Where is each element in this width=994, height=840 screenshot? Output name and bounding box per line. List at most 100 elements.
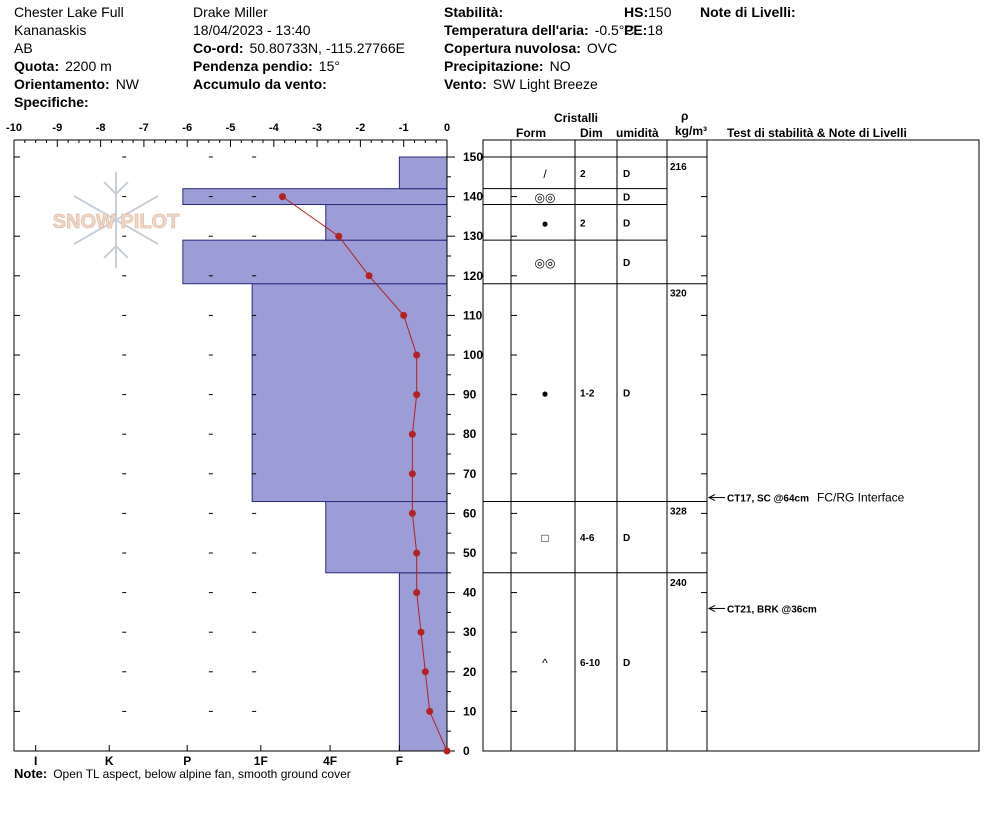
test-arrow-head [707, 604, 716, 612]
layer-notes-label: Note di Livelli: [700, 4, 796, 20]
height-tick-label: 150 [463, 150, 483, 164]
wind-loading-label: Accumulo da vento: [193, 76, 327, 92]
pe-value: 18 [647, 22, 663, 38]
province: AB [14, 40, 33, 56]
layer-moisture: D [623, 169, 630, 180]
layer-moisture: D [623, 658, 630, 669]
aspect-label: Orientamento: [14, 76, 110, 92]
col-tests: Test di stabilità & Note di Livelli [727, 126, 907, 140]
crystal-form: ● [541, 216, 548, 230]
pe-label: PE: [624, 22, 648, 38]
aspect-value: NW [115, 76, 140, 92]
density-value: 328 [670, 507, 687, 518]
hs: HS:150 [624, 4, 671, 20]
temperature-tick-label: -6 [182, 122, 192, 134]
col-rho: ρ [681, 109, 689, 123]
layer-moisture: D [623, 389, 630, 400]
temperature-point [413, 351, 421, 359]
note-text: Open TL aspect, below alpine fan, smooth… [53, 767, 351, 781]
crystal-size: 2 [580, 218, 586, 229]
cloud-value: OVC [586, 40, 618, 56]
hardness-bar [325, 204, 448, 241]
height-tick-label: 40 [463, 586, 477, 600]
density-value: 216 [670, 162, 687, 173]
temperature-tick-label: -9 [52, 122, 62, 134]
test-arrow-head [707, 494, 716, 502]
crystal-form: ^ [542, 656, 548, 670]
test-result: CT17, SC @64cm [727, 494, 809, 505]
col-dim: Dim [580, 126, 603, 140]
snowpilot-watermark: SNOW PILOT [52, 172, 180, 268]
test-note: FC/RG Interface [817, 491, 905, 505]
hardness-label: P [183, 754, 191, 768]
wind-value: SW Light Breeze [492, 76, 598, 92]
col-density-unit: kg/m³ [675, 124, 708, 138]
elevation-value: 2200 m [65, 58, 112, 74]
hardness-bar [182, 239, 448, 285]
coords-value: 50.80733N, -115.27766E [249, 40, 405, 56]
temperature-point [417, 628, 425, 636]
col-form: Form [516, 126, 546, 140]
crystal-form: ◎◎ [535, 191, 556, 205]
air-temp: Temperatura dell'aria: -0.5°C [444, 22, 635, 38]
crystal-form: ◎◎ [535, 256, 556, 270]
crystal-size: 4-6 [580, 533, 595, 544]
hardness-bar [398, 572, 448, 752]
specifics-label: Specifiche: [14, 94, 89, 110]
hardness-bar [398, 156, 448, 190]
height-tick-label: 120 [463, 269, 483, 283]
air-temp-label: Temperatura dell'aria: [444, 22, 589, 38]
temperature-point [408, 509, 416, 517]
region: Kananaskis [14, 22, 87, 38]
note-label: Note: [14, 766, 48, 781]
temperature-point [426, 707, 434, 715]
slope: Pendenza pendio: 15° [193, 58, 340, 74]
temperature-tick-label: -1 [399, 122, 409, 134]
footer-note: Note: Open TL aspect, below alpine fan, s… [14, 766, 351, 782]
wind: Vento: SW Light Breeze [444, 76, 598, 92]
height-tick-label: 10 [463, 704, 477, 718]
stratigraphy-frame [482, 139, 980, 752]
temperature-tick-label: -7 [139, 122, 149, 134]
temperature-point [413, 589, 421, 597]
temperature-point [278, 193, 286, 201]
height-tick-label: 50 [463, 546, 477, 560]
temperature-point [365, 272, 373, 280]
hardness-label: I [34, 754, 37, 768]
cloud-cover: Copertura nuvolosa: OVC [444, 40, 617, 56]
watermark-text: SNOW PILOT [53, 211, 180, 233]
precipitation: Precipitazione: NO [444, 58, 571, 74]
height-tick-label: 70 [463, 467, 477, 481]
temperature-tick-label: -2 [356, 122, 366, 134]
pe: PE:18 [624, 22, 663, 38]
height-tick-label: 90 [463, 388, 477, 402]
height-tick-label: 110 [463, 308, 483, 322]
crystal-size: 2 [580, 169, 586, 180]
wind-label: Vento: [444, 76, 487, 92]
coordinates: Co-ord: 50.80733N, -115.27766E [193, 40, 405, 56]
temperature-point [408, 470, 416, 478]
temperature-point [408, 430, 416, 438]
temperature-point [413, 391, 421, 399]
height-tick-label: 100 [463, 348, 483, 362]
temperature-point [421, 668, 429, 676]
height-tick-label: 60 [463, 506, 477, 520]
layer-moisture: D [623, 258, 630, 269]
temperature-point [335, 232, 343, 240]
height-tick-label: 30 [463, 625, 477, 639]
height-tick-label: 20 [463, 665, 477, 679]
temperature-tick-label: -3 [312, 122, 322, 134]
temperature-tick-label: -5 [226, 122, 236, 134]
layer-moisture: D [623, 218, 630, 229]
slope-value: 15° [318, 58, 340, 74]
height-tick-label: 130 [463, 229, 483, 243]
precip-label: Precipitazione: [444, 58, 544, 74]
air-temp-value: -0.5°C [594, 22, 635, 38]
col-cristalli: Cristalli [554, 111, 599, 125]
stability-label: Stabilità: [444, 4, 504, 20]
aspect: Orientamento: NW [14, 76, 139, 92]
crystal-form: ● [541, 387, 548, 401]
location-name: Chester Lake Full [14, 4, 124, 20]
hardness-bar [325, 501, 448, 574]
